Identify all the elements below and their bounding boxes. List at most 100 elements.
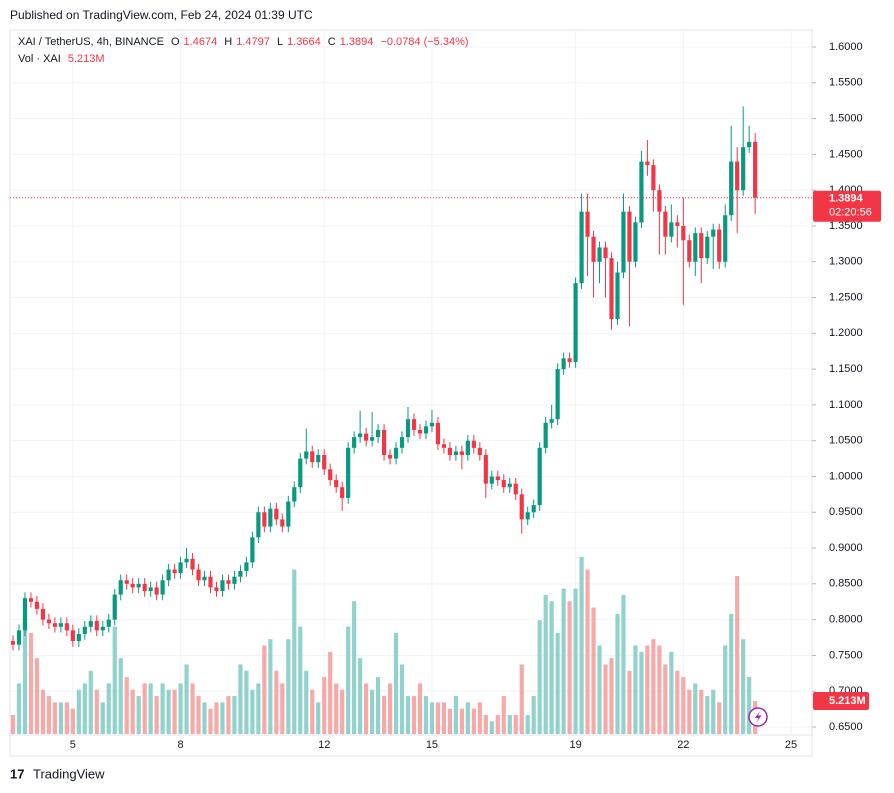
volume-bar <box>52 702 57 734</box>
candle-body <box>753 141 758 198</box>
candle-body <box>603 247 608 259</box>
candle-body <box>387 455 393 459</box>
y-tick-label: 0.8000 <box>829 614 863 626</box>
volume-bar <box>387 683 393 734</box>
candle-body <box>633 222 638 262</box>
candle-body <box>423 426 429 434</box>
volume-bar <box>34 658 40 734</box>
volume-bar <box>94 689 99 734</box>
volume-bar <box>340 689 345 734</box>
candle-body <box>262 512 267 527</box>
y-tick-label: 1.4500 <box>829 148 863 160</box>
snap-circle[interactable] <box>748 707 768 727</box>
candle-body <box>88 621 93 627</box>
volume-bar <box>46 696 51 734</box>
volume-bar <box>262 645 267 734</box>
candle-body <box>561 358 566 370</box>
ohlc-value: 1.3894 <box>339 36 374 48</box>
candle-body <box>651 165 656 191</box>
change: −0.0784 (−5.34%) <box>380 36 469 48</box>
x-tick-label: 5 <box>70 739 76 751</box>
ohlc-letter: C <box>327 36 336 48</box>
symbol: XAI / TetherUS, 4h, BINANCE <box>18 36 164 48</box>
last-price-box <box>813 190 881 222</box>
candle-body <box>346 447 351 498</box>
candle-body <box>405 419 411 438</box>
logo: 17 TradingView <box>10 766 105 781</box>
candle-body <box>256 512 261 538</box>
volume-bar <box>280 683 285 734</box>
y-tick-label: 0.9500 <box>829 506 863 518</box>
volume-bar <box>76 689 81 734</box>
snap-bolt[interactable] <box>755 711 762 723</box>
volume-bar <box>525 715 530 734</box>
candle-body <box>94 621 99 631</box>
volume-bar <box>274 670 279 734</box>
candle-body <box>34 601 40 609</box>
volume-bar <box>184 664 189 734</box>
candle-body <box>537 447 542 506</box>
y-tick-label: 1.4000 <box>829 184 863 196</box>
candle-body <box>22 598 28 631</box>
volume-bar <box>250 689 255 734</box>
candle-body <box>657 190 662 212</box>
volume-bar <box>615 613 620 734</box>
candle-body <box>352 437 357 448</box>
volume-bar <box>142 683 147 734</box>
volume-bar <box>603 664 608 734</box>
y-tick-label: 1.2500 <box>829 291 863 303</box>
volume-bar <box>753 701 758 734</box>
candle-body <box>166 569 171 581</box>
x-tick-label: 8 <box>178 739 184 751</box>
volume-bar <box>585 569 590 734</box>
volume-bar <box>633 645 638 734</box>
volume-bar <box>513 715 518 734</box>
candle-body <box>717 229 722 262</box>
y-tick-label: 1.1500 <box>829 363 863 375</box>
candle-body <box>148 587 153 591</box>
candle-body <box>435 422 441 445</box>
volume-legend: Vol · XAI 5.213M <box>18 53 109 65</box>
volume-bar <box>627 670 632 734</box>
candle-body <box>286 501 291 527</box>
candle-body <box>232 576 237 584</box>
volume-bar <box>364 683 369 734</box>
candle-body <box>429 422 435 427</box>
y-tick-label: 1.5000 <box>829 112 863 124</box>
volume-bar <box>711 689 716 734</box>
volume-value-label: 5.213M <box>829 695 866 707</box>
ohlc-letter: O <box>170 36 180 48</box>
candle-body <box>208 576 213 588</box>
candle-body <box>340 487 345 498</box>
candle-body <box>573 283 578 362</box>
candle-body <box>519 494 524 520</box>
volume-bar <box>166 689 171 734</box>
volume-bar <box>573 588 578 734</box>
volume-bar <box>292 569 297 734</box>
candle-body <box>693 233 698 262</box>
snap-icon[interactable] <box>748 707 768 727</box>
volume-bar <box>358 658 363 734</box>
candle-body <box>52 623 57 627</box>
candle-body <box>292 487 297 502</box>
volume-bar <box>106 683 111 734</box>
volume-bar <box>441 702 447 734</box>
volume-bar <box>64 702 69 734</box>
volume-bar <box>148 683 153 734</box>
candle-body <box>513 483 518 495</box>
candle-body <box>675 222 680 226</box>
x-tick-label: 25 <box>785 739 797 751</box>
volume-bar <box>405 696 411 734</box>
y-tick-label: 0.7500 <box>829 649 863 661</box>
volume-bar <box>537 620 542 734</box>
volume-bar <box>555 632 560 734</box>
ohlc-letter: H <box>224 36 233 48</box>
volume-value-box <box>813 692 869 711</box>
y-tick-label: 1.5500 <box>829 77 863 89</box>
candle-body <box>477 447 482 455</box>
volume-bar <box>232 696 237 734</box>
candle-body <box>82 626 87 634</box>
candle-body <box>202 576 207 581</box>
candle-body <box>495 476 500 481</box>
